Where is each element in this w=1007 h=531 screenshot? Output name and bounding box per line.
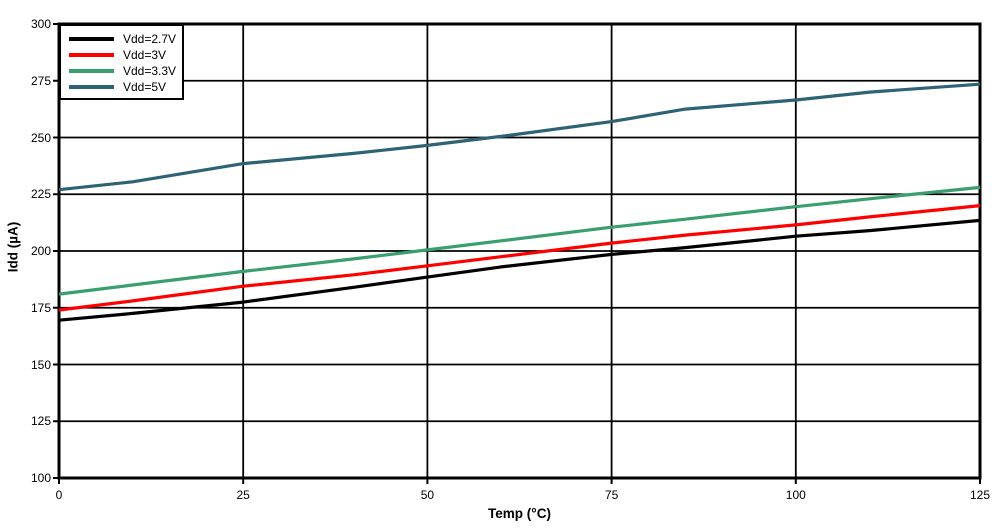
y-tick-label-100: 100 xyxy=(30,471,51,485)
curve-vdd-3v xyxy=(58,204,981,312)
curve-vdd-5v xyxy=(58,82,981,192)
x-tick-label-50: 50 xyxy=(420,488,435,502)
x-tick-label-75: 75 xyxy=(604,488,619,502)
legend-label-vdd-5v: Vdd=5V xyxy=(123,80,167,94)
y-tick-label-200: 200 xyxy=(30,244,51,258)
x-tick-label-100: 100 xyxy=(785,488,806,502)
y-axis-title: Idd (µA) xyxy=(5,221,21,273)
legend-item-vdd-2.7v: Vdd=2.7V xyxy=(69,33,176,45)
x-tick-label-125: 125 xyxy=(969,488,991,502)
legend-item-vdd-5v: Vdd=5V xyxy=(69,81,172,93)
legend-label-vdd-3v: Vdd=3V xyxy=(123,48,167,62)
curve-vdd-3.3v xyxy=(58,185,981,296)
y-tick-label-250: 250 xyxy=(30,130,51,145)
legend-swatch-vdd-5v xyxy=(69,85,114,89)
y-tick-label-150: 150 xyxy=(30,357,51,372)
x-tick-label-25: 25 xyxy=(236,488,250,502)
x-tick-label-0: 0 xyxy=(55,488,63,502)
legend-item-vdd-3.3v: Vdd=3.3V xyxy=(69,65,176,77)
y-tick-label-225: 225 xyxy=(30,187,51,202)
y-tick-label-300: 300 xyxy=(30,17,51,31)
legend-label-vdd-3.3v: Vdd=3.3V xyxy=(123,64,177,78)
y-tick-label-175: 175 xyxy=(30,300,51,315)
y-tick-label-125: 125 xyxy=(30,414,51,429)
legend-swatch-vdd-3v xyxy=(69,53,114,57)
curve-vdd-2.7v xyxy=(58,218,981,322)
x-axis-title: Temp (°C) xyxy=(488,506,551,521)
legend-item-vdd-3v: Vdd=3V xyxy=(69,49,172,61)
legend-swatch-vdd-3.3v xyxy=(69,69,114,73)
legend-swatch-vdd-2.7v xyxy=(69,37,114,41)
y-tick-label-275: 275 xyxy=(30,73,51,88)
plot-frame xyxy=(57,22,982,480)
legend: Vdd=2.7V Vdd=3V Vdd=3.3V Vdd=5V xyxy=(59,24,184,100)
legend-label-vdd-2.7v: Vdd=2.7V xyxy=(123,32,177,46)
